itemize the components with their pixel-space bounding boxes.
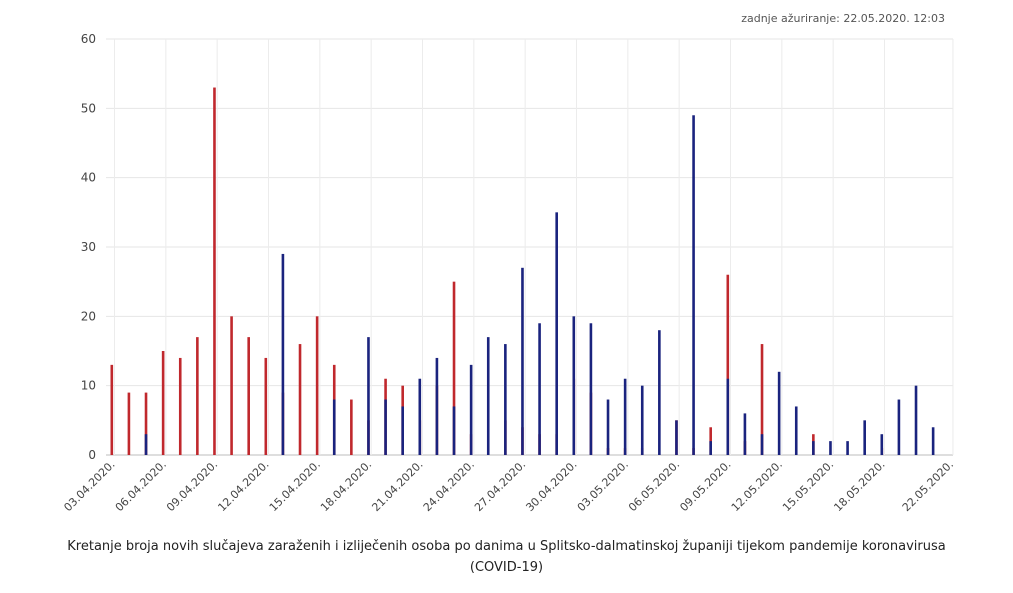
x-tick-label: 03.04.2020. [61, 458, 117, 514]
bar-recovered [863, 420, 866, 455]
bar-recovered [367, 337, 370, 455]
bar-infected [144, 392, 148, 455]
bar-recovered [418, 378, 422, 455]
bar-infected [315, 316, 319, 455]
bar-recovered [144, 434, 148, 455]
x-tick-label: 12.05.2020. [729, 458, 785, 514]
x-tick-label: 06.04.2020. [113, 458, 169, 514]
bar-infected [178, 357, 182, 455]
bar-recovered [332, 399, 336, 455]
bar-recovered [538, 323, 541, 455]
bar-recovered [914, 385, 918, 455]
bar-infected [213, 87, 216, 456]
bar-infected [161, 351, 165, 455]
bar-recovered [829, 441, 832, 455]
bar-infected [196, 337, 199, 455]
bar-recovered [777, 371, 781, 455]
x-tick-label: 15.05.2020. [780, 458, 836, 514]
bar-recovered [384, 399, 387, 455]
chart-grid [106, 38, 954, 456]
bar-recovered [709, 441, 712, 455]
bar-recovered [435, 357, 439, 455]
bar-recovered [623, 378, 627, 455]
y-tick-label: 60 [81, 32, 96, 46]
y-tick-label: 10 [81, 379, 96, 393]
bar-recovered [658, 330, 661, 455]
bar-recovered [846, 441, 849, 455]
bar-recovered [760, 434, 764, 455]
bar-recovered [521, 267, 524, 455]
y-axis-ticks: 0 10 20 30 40 50 60 [81, 32, 96, 462]
x-tick-label: 30.04.2020. [523, 458, 579, 514]
caption-line-2: (COVID-19) [469, 560, 544, 575]
bar-infected [298, 344, 302, 455]
bar-infected [760, 344, 764, 455]
x-tick-label: 03.05.2020. [575, 458, 631, 514]
y-tick-label: 30 [81, 240, 96, 254]
bar-infected [264, 357, 268, 455]
bar-infected [127, 392, 131, 455]
bar-recovered [555, 212, 558, 455]
bar-infected [247, 337, 250, 455]
bar-recovered [675, 420, 678, 455]
bar-recovered [743, 413, 747, 455]
chart-bars [110, 87, 935, 456]
y-tick-label: 50 [81, 101, 96, 115]
x-tick-label: 18.04.2020. [318, 458, 374, 514]
x-tick-label: 27.04.2020. [472, 458, 528, 514]
bar-recovered [640, 385, 644, 455]
x-tick-label: 09.04.2020. [164, 458, 220, 514]
bar-recovered [281, 253, 285, 455]
x-tick-label: 06.05.2020. [626, 458, 682, 514]
bar-infected [110, 364, 114, 455]
bar-infected [350, 399, 353, 455]
bar-recovered [880, 434, 884, 455]
x-tick-label: 15.04.2020. [267, 458, 323, 514]
bar-infected [726, 274, 730, 455]
bar-recovered [812, 441, 815, 455]
x-tick-label: 22.05.2020. [900, 458, 956, 514]
bar-recovered [486, 337, 490, 455]
bar-recovered [589, 323, 593, 455]
x-tick-label: 24.04.2020. [421, 458, 477, 514]
bar-recovered [794, 406, 798, 455]
bar-recovered [572, 316, 576, 455]
bar-recovered [931, 427, 935, 455]
bar-recovered [401, 406, 404, 455]
y-tick-label: 40 [81, 171, 96, 185]
bar-recovered [897, 399, 901, 455]
bar-recovered [452, 406, 456, 455]
bar-infected [230, 316, 233, 455]
bar-recovered [692, 115, 695, 456]
bar-infected [452, 281, 456, 455]
x-tick-label: 09.05.2020. [677, 458, 733, 514]
bar-recovered [469, 364, 473, 455]
y-tick-label: 0 [88, 448, 96, 462]
x-tick-label: 21.04.2020. [369, 458, 425, 514]
bar-recovered [726, 378, 730, 455]
x-axis-ticks: 03.04.2020.06.04.2020.09.04.2020.12.04.2… [61, 458, 956, 514]
bar-recovered [504, 344, 507, 455]
bar-recovered [606, 399, 610, 455]
y-tick-label: 20 [81, 309, 96, 323]
caption-line-1: Kretanje broja novih slučajeva zaraženih… [67, 539, 946, 554]
chart-caption: Kretanje broja novih slučajeva zaraženih… [0, 536, 1013, 578]
last-updated-text: zadnje ažuriranje: 22.05.2020. 12:03 [741, 12, 945, 25]
x-tick-label: 18.05.2020. [831, 458, 887, 514]
x-tick-label: 12.04.2020. [215, 458, 271, 514]
